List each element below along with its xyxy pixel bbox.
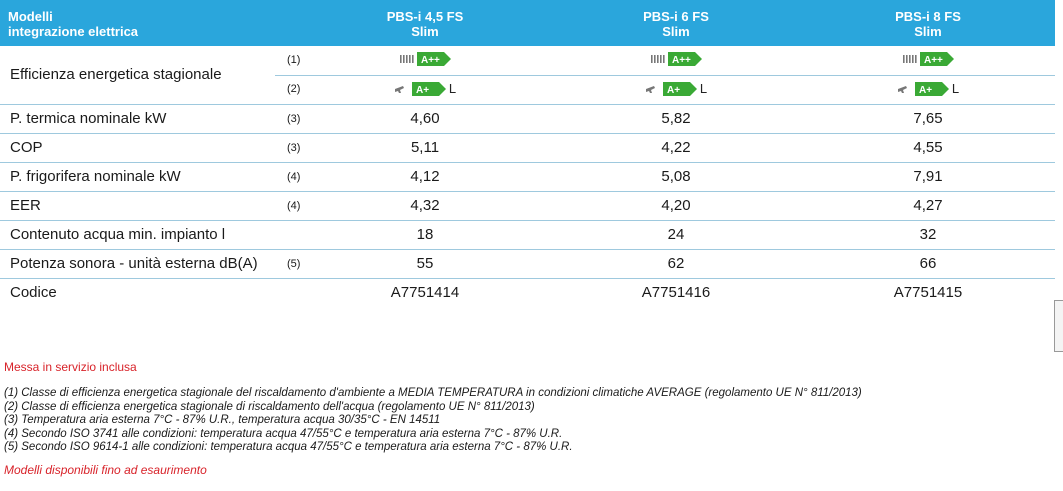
energy-class-arrow: A+ <box>914 81 949 96</box>
row-label: Potenza sonora - unità esterna dB(A) <box>10 255 258 272</box>
row-value: 55 <box>416 255 434 272</box>
model-name: PBS-i 6 FS <box>643 9 709 24</box>
footnote-4: (4) Secondo ISO 3741 alle condizioni: te… <box>4 427 563 440</box>
row-label: P. frigorifera nominale kW <box>10 168 181 185</box>
row-value: 4,12 <box>410 168 440 185</box>
row-note: (3) <box>287 142 301 154</box>
table-row: Contenuto acqua min. impianto l 18 24 32 <box>0 221 1055 250</box>
energy-class-label: A+ <box>416 85 429 96</box>
row-value: A7751416 <box>641 284 711 301</box>
radiator-icon <box>902 55 917 63</box>
row-label: Contenuto acqua min. impianto l <box>10 226 226 243</box>
row-value: 5,11 <box>410 139 440 156</box>
footnote-2: (2) Classe di efficienza energetica stag… <box>4 400 535 413</box>
row-value: 5,08 <box>661 168 691 185</box>
energy-class-label: A++ <box>672 55 691 66</box>
heating-class-badge: A++ <box>848 52 1008 66</box>
table-row: Codice A7751414 A7751416 A7751415 <box>0 279 1055 307</box>
row-note: (4) <box>287 171 301 183</box>
energy-class-label: A+ <box>667 85 680 96</box>
footnote-3: (3) Temperatura aria esterna 7°C - 87% U… <box>4 414 441 426</box>
model-variant: Slim <box>662 24 690 39</box>
header-title: Modelli integrazione elettrica <box>8 9 138 39</box>
row-value: 4,22 <box>661 139 691 156</box>
radiator-icon <box>399 55 414 63</box>
row-note: (1) <box>287 54 301 66</box>
row-label: P. termica nominale kW <box>10 110 167 127</box>
water-class-badge: A+ L <box>848 81 1008 96</box>
table-row: COP (3) 5,11 4,22 4,55 <box>0 134 1055 163</box>
model-header-3: PBS-i 8 FS Slim <box>848 9 1008 39</box>
header-title-line1: Modelli <box>8 9 53 24</box>
energy-class-arrow: A+ <box>411 81 446 96</box>
energy-class-arrow: A+ <box>662 81 697 96</box>
availability-note: Modelli disponibili fino ad esaurimento <box>4 462 207 477</box>
water-efficiency-subrow: (2) A+ L A+ L A+ L <box>275 75 1055 104</box>
heating-class-badge: A++ <box>596 52 756 66</box>
model-header-1: PBS-i 4,5 FS Slim <box>345 9 505 39</box>
load-profile-label: L <box>448 81 457 96</box>
row-note: (2) <box>287 83 301 95</box>
row-label: EER <box>10 197 41 214</box>
water-class-badge: A+ L <box>345 81 505 96</box>
table-row: P. termica nominale kW (3) 4,60 5,82 7,65 <box>0 105 1055 134</box>
commissioning-note: Messa in servizio inclusa <box>4 360 137 374</box>
energy-class-arrow: A++ <box>416 52 451 66</box>
row-value: 18 <box>416 226 434 243</box>
model-name: PBS-i 8 FS <box>895 9 961 24</box>
row-label: Efficienza energetica stagionale <box>10 66 222 83</box>
row-value: 4,55 <box>913 139 943 156</box>
row-value: 62 <box>667 255 685 272</box>
header-title-line2: integrazione elettrica <box>8 24 139 39</box>
model-header-2: PBS-i 6 FS Slim <box>596 9 756 39</box>
tap-icon <box>897 85 907 93</box>
table-row: Potenza sonora - unità esterna dB(A) (5) 5… <box>0 250 1055 279</box>
footnote-5: (5) Secondo ISO 9614-1 alle condizioni: … <box>4 441 573 453</box>
row-value: 4,32 <box>410 197 440 214</box>
row-note: (3) <box>287 113 301 125</box>
tap-icon <box>394 85 404 93</box>
row-label: COP <box>10 139 43 156</box>
row-value: A7751414 <box>390 284 460 301</box>
tap-icon <box>645 85 655 93</box>
load-profile-label: L <box>951 81 960 96</box>
radiator-icon <box>650 55 665 63</box>
energy-class-arrow: A++ <box>919 52 954 66</box>
data-rows: P. termica nominale kW (3) 4,60 5,82 7,65 COP… <box>0 105 1055 307</box>
table-header: Modelli integrazione elettrica PBS-i 4,5… <box>0 0 1055 46</box>
row-value: 4,20 <box>661 197 691 214</box>
model-variant: Slim <box>914 24 942 39</box>
footer: Messa in servizio inclusa (1) Classe di … <box>4 360 1044 477</box>
load-profile-label: L <box>699 81 708 96</box>
heating-efficiency-subrow: (1) A++ A++ A++ <box>275 46 1055 76</box>
table-row: EER (4) 4,32 4,20 4,27 <box>0 192 1055 221</box>
row-value: 5,82 <box>661 110 691 127</box>
row-value: 4,60 <box>410 110 440 127</box>
row-value: 4,27 <box>913 197 943 214</box>
energy-class-label: A+ <box>919 85 932 96</box>
efficiency-row: Efficienza energetica stagionale (1) A++… <box>0 46 1055 105</box>
heating-class-badge: A++ <box>345 52 505 66</box>
footnote-1: (1) Classe di efficienza energetica stag… <box>4 387 862 399</box>
row-value: A7751415 <box>893 284 963 301</box>
spec-table: Modelli integrazione elettrica PBS-i 4,5… <box>0 0 1055 307</box>
row-value: 32 <box>919 226 937 243</box>
row-note: (5) <box>287 258 301 270</box>
row-value: 7,65 <box>913 110 943 127</box>
energy-class-label: A++ <box>924 55 943 66</box>
model-variant: Slim <box>411 24 439 39</box>
row-note: (4) <box>287 200 301 212</box>
footnotes: (1) Classe di efficienza energetica stag… <box>4 387 1044 455</box>
row-label: Codice <box>10 284 57 301</box>
row-value: 7,91 <box>913 168 943 185</box>
energy-class-label: A++ <box>421 55 440 66</box>
table-row: P. frigorifera nominale kW (4) 4,12 5,08 7,9… <box>0 163 1055 192</box>
scroll-edge-marker <box>1054 300 1063 352</box>
row-value: 66 <box>919 255 937 272</box>
model-name: PBS-i 4,5 FS <box>386 9 464 24</box>
row-value: 24 <box>667 226 685 243</box>
water-class-badge: A+ L <box>596 81 756 96</box>
energy-class-arrow: A++ <box>667 52 702 66</box>
